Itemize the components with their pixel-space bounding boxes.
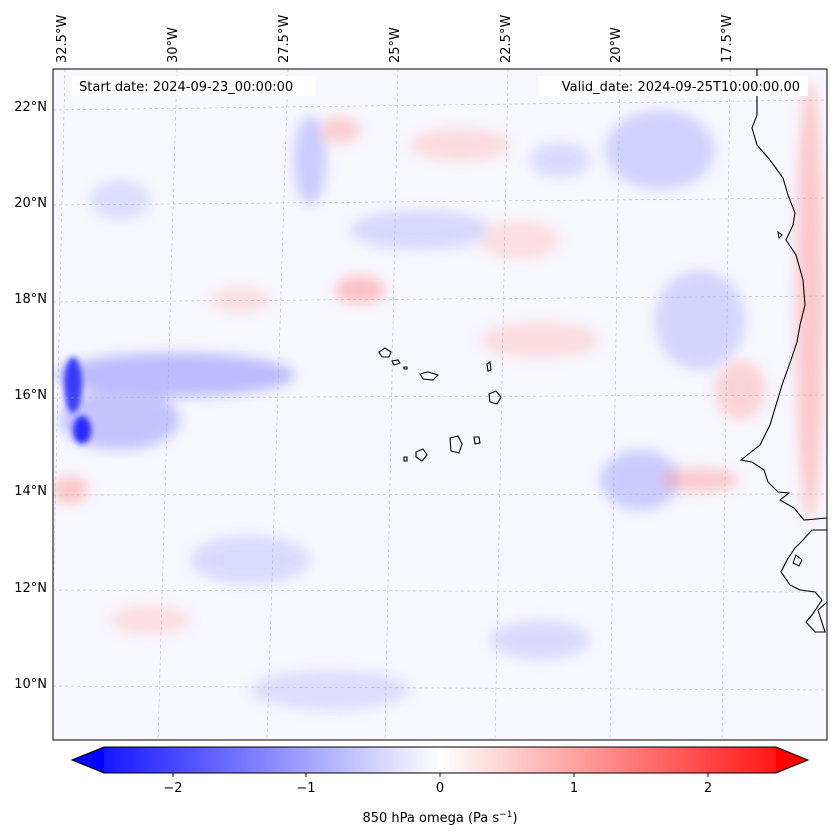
colorbar-max-extend xyxy=(776,747,808,773)
lat-label: 20°N xyxy=(14,196,47,211)
lon-label: 27.5°W xyxy=(277,15,292,63)
colorbar-tick-label: −2 xyxy=(163,781,182,796)
omega-field-blue xyxy=(55,110,745,710)
colorbar-ticks xyxy=(172,773,709,777)
valid-date-box: Valid_date: 2024-09-25T10:00:00.00 xyxy=(538,76,808,96)
start-date-box: Start date: 2024-09-23_00:00:00 xyxy=(72,76,316,96)
valid-date-text: Valid_date: 2024-09-25T10:00:00.00 xyxy=(562,80,800,95)
lat-labels: 22°N 20°N 18°N 16°N 14°N 12°N 10°N xyxy=(14,100,47,692)
lon-label: 30°W xyxy=(166,27,181,63)
colorbar-tick-label: 2 xyxy=(704,781,712,796)
lon-label: 20°W xyxy=(609,27,624,63)
lat-label: 22°N xyxy=(14,100,47,115)
lon-label: 17.5°W xyxy=(720,15,735,63)
colorbar-body xyxy=(72,747,808,773)
colorbar-tick-label: 0 xyxy=(436,781,444,796)
lon-label: 32.5°W xyxy=(55,15,70,63)
strong-ascent-core xyxy=(64,357,91,444)
colorbar-min-extend xyxy=(72,747,104,773)
map-frame xyxy=(52,68,828,741)
colorbar-label: 850 hPa omega (Pa s−1) xyxy=(362,810,517,826)
lon-labels: 32.5°W 30°W 27.5°W 25°W 22.5°W 20°W 17.5… xyxy=(55,15,735,63)
lon-label: 25°W xyxy=(388,27,403,63)
lat-label: 10°N xyxy=(14,677,47,692)
omega-field-red xyxy=(53,80,824,635)
lat-label: 16°N xyxy=(14,388,47,403)
colorbar: −2 −1 0 1 2 850 hPa omega (Pa s−1) xyxy=(70,746,810,826)
cape-verde-islands xyxy=(378,347,502,462)
coast-detail xyxy=(777,230,803,567)
lat-label: 12°N xyxy=(14,581,47,596)
colorbar-label-main: 850 hPa omega (Pa s xyxy=(362,811,499,826)
colorbar-tick-label: 1 xyxy=(570,781,578,796)
colorbar-label-close: ) xyxy=(512,811,517,826)
lat-label: 18°N xyxy=(14,292,47,307)
map-panel xyxy=(53,69,827,740)
lon-label: 22.5°W xyxy=(499,15,514,63)
graticule xyxy=(53,69,827,740)
lat-label: 14°N xyxy=(14,484,47,499)
start-date-text: Start date: 2024-09-23_00:00:00 xyxy=(79,80,293,95)
colorbar-tick-label: −1 xyxy=(296,781,315,796)
colorbar-outline xyxy=(70,746,810,774)
africa-coastline xyxy=(739,69,827,633)
colorbar-label-exponent: −1 xyxy=(499,810,512,820)
